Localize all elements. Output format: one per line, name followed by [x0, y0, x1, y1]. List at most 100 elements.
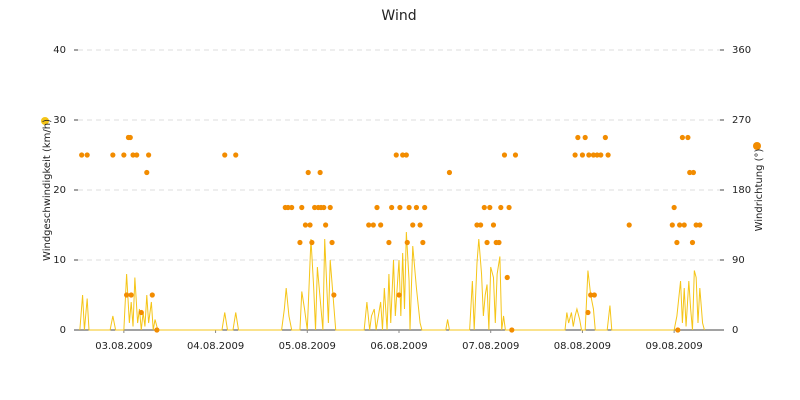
wind-direction-point — [602, 134, 608, 141]
wind-direction-point — [410, 222, 416, 228]
wind-direction-point — [321, 204, 327, 211]
wind-direction-point — [501, 152, 508, 158]
wind-direction-point — [498, 204, 504, 211]
wind-direction-point — [422, 204, 428, 211]
wind-direction-point — [693, 222, 699, 228]
wind-direction-point — [121, 152, 127, 158]
x-tick-label: 06.08.2009 — [370, 341, 427, 352]
wind-direction-point — [586, 152, 592, 158]
wind-direction-point — [110, 152, 116, 158]
wind-direction-point — [79, 152, 85, 158]
chart-title: Wind — [381, 8, 416, 24]
wind-direction-point — [590, 152, 597, 158]
x-tick-label: 08.08.2009 — [554, 341, 611, 352]
y2-tick-label: 0 — [732, 325, 738, 336]
wind-direction-point — [594, 152, 600, 158]
wind-direction-point — [679, 134, 685, 141]
wind-direction-point — [626, 222, 632, 228]
wind-direction-point — [579, 152, 586, 158]
wind-direction-point — [598, 152, 604, 158]
wind-direction-point — [134, 152, 140, 158]
wind-direction-point — [144, 169, 150, 176]
wind-direction-point — [297, 239, 303, 246]
wind-direction-point — [413, 204, 420, 211]
x-tick-label: 05.08.2009 — [279, 341, 336, 352]
wind-direction-point — [687, 169, 693, 176]
wind-direction-point — [397, 204, 403, 211]
wind-direction-point — [420, 239, 426, 246]
wind-direction-point — [403, 152, 409, 158]
wind-direction-point — [509, 327, 515, 333]
wind-direction-point — [393, 152, 399, 158]
y2-tick-label: 270 — [732, 115, 751, 126]
wind-direction-point — [404, 239, 410, 246]
wind-direction-point — [302, 222, 309, 228]
wind-direction-point — [127, 134, 133, 141]
x-tick-label: 07.08.2009 — [462, 341, 519, 352]
wind-direction-point — [374, 204, 380, 211]
wind-direction-point — [307, 222, 313, 228]
y-tick-label: 20 — [53, 185, 66, 196]
wind-direction-point — [396, 292, 402, 298]
y2-axis-title: Windrichtung (°) — [754, 149, 765, 232]
wind-direction-point — [84, 152, 90, 158]
wind-direction-point — [386, 239, 392, 246]
wind-speed-line — [79, 231, 705, 331]
x-tick-label: 03.08.2009 — [95, 341, 152, 352]
wind-direction-point — [575, 134, 581, 141]
wind-direction-point — [305, 169, 311, 176]
wind-direction-point — [154, 327, 160, 333]
wind-direction-point — [400, 152, 406, 158]
wind-direction-point — [484, 239, 490, 246]
wind-direction-point — [675, 327, 681, 333]
wind-direction-point — [446, 169, 453, 176]
wind-direction-point — [285, 204, 291, 211]
wind-direction-point — [149, 292, 155, 298]
wind-direction-point — [124, 292, 130, 298]
wind-direction-point — [512, 152, 519, 158]
wind-direction-point — [605, 152, 611, 158]
wind-direction-point — [671, 204, 677, 211]
wind-direction-point — [591, 292, 597, 298]
wind-direction-point — [222, 152, 228, 158]
wind-direction-point — [327, 204, 333, 211]
wind-direction-point — [146, 152, 152, 158]
wind-direction-point — [233, 152, 239, 158]
wind-direction-point — [474, 222, 480, 228]
y2-tick-label: 90 — [732, 255, 745, 266]
wind-direction-point — [138, 309, 144, 316]
wind-direction-point — [378, 222, 384, 228]
wind-direction-point — [331, 292, 337, 298]
x-tick-label: 09.08.2009 — [646, 341, 703, 352]
wind-direction-point — [329, 239, 335, 246]
wind-direction-point — [585, 309, 591, 316]
wind-direction-point — [389, 204, 395, 211]
wind-direction-point — [299, 204, 305, 211]
wind-direction-point — [490, 222, 497, 228]
wind-direction-point — [674, 239, 680, 246]
x-tick-label: 04.08.2009 — [187, 341, 244, 352]
wind-direction-point — [478, 222, 484, 228]
wind-direction-point — [681, 222, 687, 228]
wind-direction-point — [289, 204, 295, 211]
y-tick-label: 30 — [53, 115, 66, 126]
wind-direction-point — [677, 222, 683, 228]
wind-direction-point — [366, 222, 372, 228]
wind-direction-point — [496, 239, 502, 246]
y2-axis-marker — [753, 142, 761, 150]
y-tick-label: 0 — [60, 325, 66, 336]
wind-direction-point — [130, 152, 136, 158]
wind-direction-point — [309, 239, 315, 246]
wind-direction-point — [582, 134, 588, 141]
wind-direction-point — [370, 222, 376, 228]
y-tick-label: 10 — [53, 255, 66, 266]
y-tick-label: 40 — [53, 45, 66, 56]
wind-direction-point — [128, 292, 134, 298]
wind-direction-point — [689, 239, 696, 246]
wind-direction-point — [690, 169, 697, 176]
wind-direction-point — [417, 222, 423, 228]
wind-direction-point — [588, 292, 594, 298]
y2-tick-label: 180 — [732, 185, 751, 196]
wind-direction-point — [406, 204, 412, 211]
